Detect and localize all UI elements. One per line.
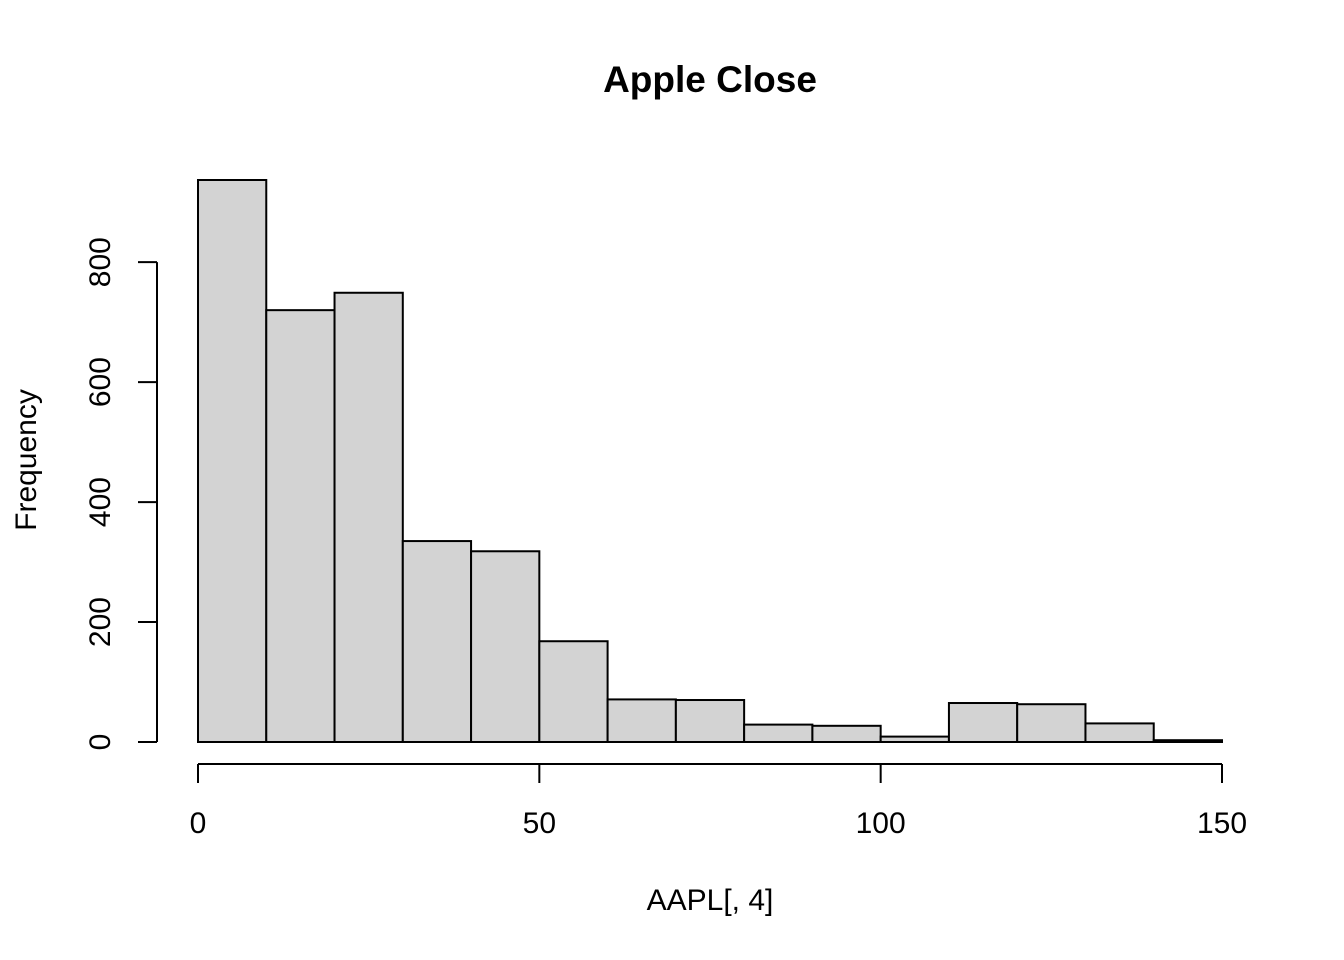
y-tick-label-0: 0 [84,734,117,751]
histogram-bar-12 [1016,703,1087,743]
histogram-bar-11 [947,702,1019,743]
histogram-bar-4 [470,550,541,743]
histogram-bar-5 [538,640,609,743]
histogram-bar-1 [265,309,336,743]
histogram-bar-2 [333,291,404,743]
x-axis: 0 50 100 150 [190,763,1247,840]
histogram-bar-8 [743,723,814,744]
y-tick-label-3: 600 [84,357,117,407]
y-tick-label-1: 200 [84,597,117,647]
histogram-bar-6 [606,698,677,744]
x-tick-label-1: 50 [523,807,556,840]
chart-title: Apple Close [603,59,817,100]
y-tick-label-4: 800 [84,237,117,287]
histogram-bar-3 [401,540,473,744]
histogram-bar-7 [674,699,746,744]
x-tick-label-3: 150 [1197,807,1247,840]
histogram-bar-10 [879,735,950,744]
histogram-bar-9 [811,724,882,744]
x-tick-label-0: 0 [190,807,207,840]
x-tick-label-2: 100 [856,807,906,840]
histogram-bar-0 [197,179,268,743]
histogram-bar-13 [1084,722,1155,743]
y-tick-label-2: 400 [84,477,117,527]
histogram-bar-14 [1152,739,1223,743]
y-axis: 0 200 400 600 800 [84,237,158,751]
y-axis-label: Frequency [10,389,43,531]
x-axis-label: AAPL[, 4] [647,884,774,917]
bars-group [197,179,1223,744]
